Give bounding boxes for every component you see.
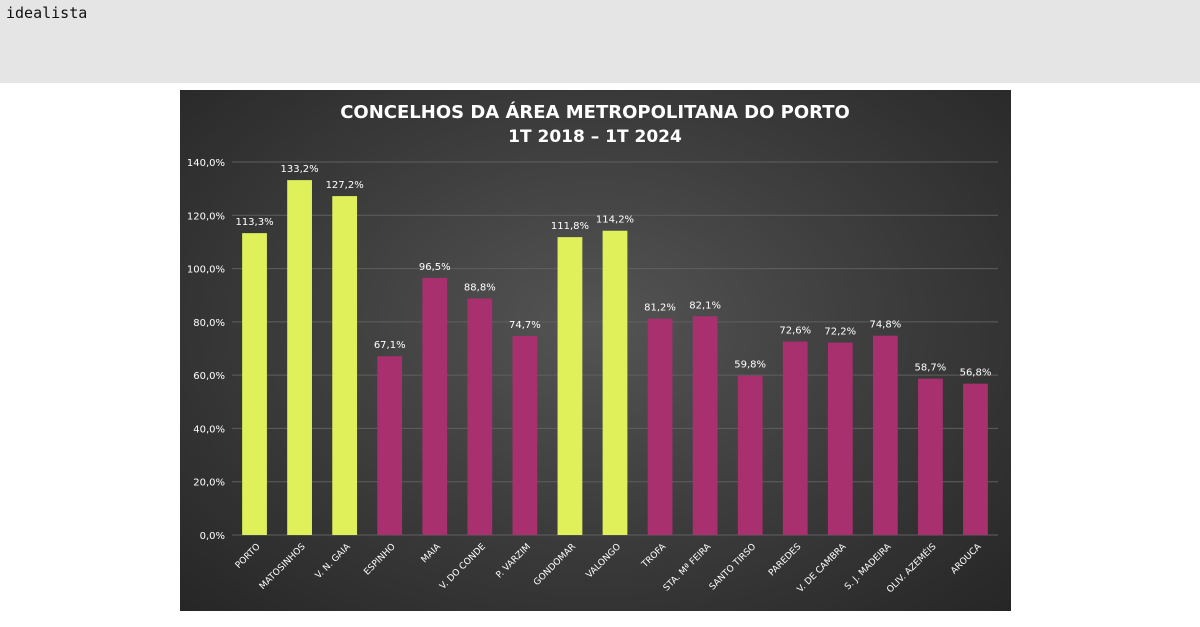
bar <box>602 230 628 535</box>
y-tick-label: 140,0% <box>187 158 225 169</box>
x-tick-label: PORTO <box>234 542 263 571</box>
data-label: 72,6% <box>779 326 811 337</box>
chart-title: CONCELHOS DA ÁREA METROPOLITANA DO PORTO <box>340 101 850 123</box>
x-tick-label: VALONGO <box>585 542 623 580</box>
value-labels: 113,3% 133,2% 127,2% 67,1% 96,5% 88,8% 74,7% 11… <box>235 164 991 379</box>
data-label: 127,2% <box>326 180 364 191</box>
bar <box>647 318 673 535</box>
bar <box>918 378 943 535</box>
x-tick-label: V. DE CAMBRA <box>796 541 849 594</box>
bar <box>467 298 493 535</box>
bar <box>827 342 853 535</box>
bar <box>377 356 403 535</box>
data-label: 72,2% <box>824 327 856 338</box>
y-tick-label: 100,0% <box>187 265 225 276</box>
x-tick-label: V. DO CONDE <box>438 542 488 592</box>
x-tick-label: GONDOMAR <box>532 542 578 588</box>
bar <box>872 335 898 535</box>
data-label: 67,1% <box>374 340 406 351</box>
data-label: 74,8% <box>869 320 901 331</box>
x-tick-label: TROFA <box>640 541 669 570</box>
x-tick-label: P. VARZIM <box>495 542 533 580</box>
chart-subtitle: 1T 2018 – 1T 2024 <box>508 127 682 147</box>
x-tick-label: SANTO TIRSO <box>708 542 759 593</box>
bar <box>692 316 718 535</box>
bar-chart: CONCELHOS DA ÁREA METROPOLITANA DO PORTO… <box>187 101 998 595</box>
bar <box>963 383 988 535</box>
x-tick-label: ESPINHO <box>362 542 397 577</box>
data-label: 96,5% <box>419 262 451 273</box>
chart-panel: CONCELHOS DA ÁREA METROPOLITANA DO PORTO… <box>180 90 1011 611</box>
x-tick-label: MATOSINHOS <box>258 542 308 592</box>
y-tick-label: 40,0% <box>193 424 225 435</box>
bar <box>512 335 538 535</box>
data-label: 114,2% <box>596 215 634 226</box>
bar <box>557 237 583 535</box>
bar <box>422 277 448 535</box>
x-tick-label: MAIA <box>420 541 444 565</box>
y-axis: 0,0% 20,0% 40,0% 60,0% 80,0% 100,0% 120,0% 140,… <box>187 158 225 542</box>
data-label: 133,2% <box>281 164 319 175</box>
bar <box>782 341 808 535</box>
data-label: 111,8% <box>551 221 589 232</box>
y-tick-label: 120,0% <box>187 211 225 222</box>
y-tick-label: 60,0% <box>193 371 225 382</box>
data-label: 74,7% <box>509 320 541 331</box>
data-label: 113,3% <box>235 217 273 228</box>
data-label: 88,8% <box>464 282 496 293</box>
bar <box>737 375 763 535</box>
data-label: 82,1% <box>689 300 721 311</box>
data-label: 56,8% <box>960 368 992 379</box>
brand-logo[interactable]: idealista <box>6 4 88 22</box>
x-tick-label: V. N. GAIA <box>314 541 354 581</box>
x-tick-label: PAREDES <box>767 542 803 578</box>
x-tick-label: AROUCA <box>949 541 984 576</box>
y-tick-label: 80,0% <box>193 318 225 329</box>
x-tick-label: S. J. MADEIRA <box>843 541 894 592</box>
x-tick-label: STA. Mª FEIRA <box>662 541 714 593</box>
y-tick-label: 0,0% <box>200 531 225 542</box>
y-tick-label: 20,0% <box>193 478 225 489</box>
bars <box>242 180 988 536</box>
data-label: 81,2% <box>644 303 676 314</box>
data-label: 59,8% <box>734 360 766 371</box>
bar <box>287 180 312 536</box>
bar <box>332 196 358 536</box>
header-bar: idealista <box>0 0 1200 83</box>
data-label: 58,7% <box>915 363 947 374</box>
bar <box>242 233 267 536</box>
